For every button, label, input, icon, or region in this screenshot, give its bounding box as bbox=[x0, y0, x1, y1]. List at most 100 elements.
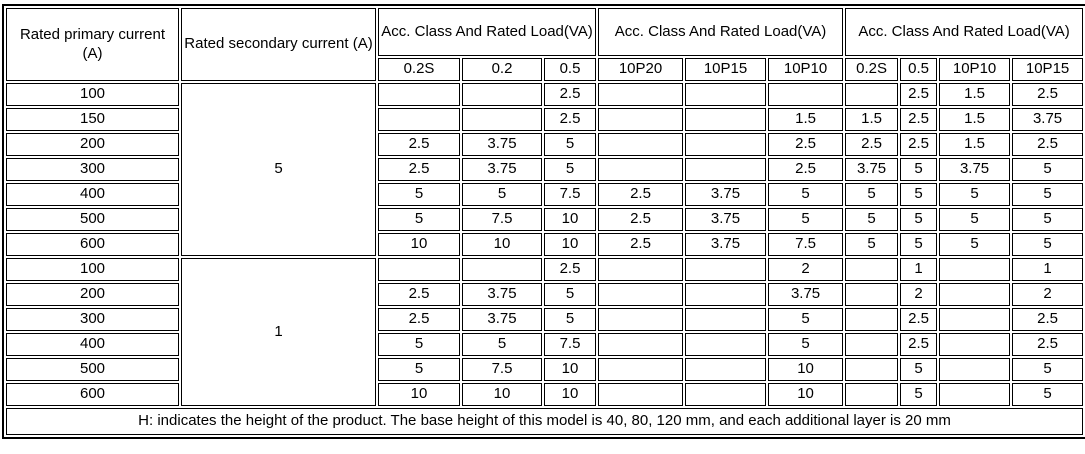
load-value-cell: 5 bbox=[900, 233, 938, 256]
load-value-cell: 2.5 bbox=[378, 308, 460, 331]
load-value-cell: 2.5 bbox=[900, 333, 938, 356]
load-value-cell: 10 bbox=[768, 383, 844, 406]
load-value-cell: 5 bbox=[768, 208, 844, 231]
table-row: 500 5 7.5 10 2.5 3.75 5 5 5 5 5 bbox=[6, 208, 1084, 231]
primary-current-cell: 100 bbox=[6, 83, 179, 106]
load-value-cell bbox=[845, 358, 899, 381]
load-value-cell: 2.5 bbox=[598, 208, 684, 231]
load-value-cell: 5 bbox=[378, 208, 460, 231]
load-value-cell bbox=[845, 83, 899, 106]
load-value-cell: 5 bbox=[378, 358, 460, 381]
load-value-cell: 2.5 bbox=[378, 283, 460, 306]
load-value-cell: 5 bbox=[1012, 158, 1084, 181]
table-row: 300 2.5 3.75 5 5 2.5 2.5 bbox=[6, 308, 1084, 331]
load-value-cell: 5 bbox=[768, 333, 844, 356]
acc-class-group-3-header: Acc. Class And Rated Load(VA) bbox=[845, 8, 1084, 56]
load-value-cell: 5 bbox=[900, 208, 938, 231]
load-value-cell bbox=[845, 333, 899, 356]
table-row: 400 5 5 7.5 2.5 3.75 5 5 5 5 5 bbox=[6, 183, 1084, 206]
load-value-cell bbox=[845, 258, 899, 281]
footer-note: H: indicates the height of the product. … bbox=[6, 408, 1084, 435]
load-value-cell: 3.75 bbox=[768, 283, 844, 306]
load-value-cell: 1.5 bbox=[939, 108, 1011, 131]
secondary-current-header: Rated secondary current (A) bbox=[181, 8, 376, 81]
table-row: 600 10 10 10 10 5 5 bbox=[6, 383, 1084, 406]
load-value-cell bbox=[685, 283, 767, 306]
load-value-cell: 5 bbox=[462, 333, 542, 356]
load-value-cell: 3.75 bbox=[462, 308, 542, 331]
class-col-header: 10P20 bbox=[598, 58, 684, 81]
load-value-cell: 2.5 bbox=[378, 133, 460, 156]
load-value-cell bbox=[378, 258, 460, 281]
acc-class-group-1-header: Acc. Class And Rated Load(VA) bbox=[378, 8, 597, 56]
load-value-cell: 3.75 bbox=[939, 158, 1011, 181]
class-col-header: 10P15 bbox=[1012, 58, 1084, 81]
load-value-cell: 7.5 bbox=[768, 233, 844, 256]
acc-class-group-2-header: Acc. Class And Rated Load(VA) bbox=[598, 8, 844, 56]
table-row: 100 1 2.5 2 1 1 bbox=[6, 258, 1084, 406]
load-value-cell: 10 bbox=[462, 383, 542, 406]
load-value-cell: 5 bbox=[378, 333, 460, 356]
load-value-cell bbox=[598, 258, 684, 281]
load-value-cell: 2.5 bbox=[845, 133, 899, 156]
load-value-cell: 10 bbox=[378, 233, 460, 256]
load-value-cell bbox=[939, 308, 1011, 331]
primary-current-cell: 300 bbox=[6, 308, 179, 331]
load-value-cell: 5 bbox=[378, 183, 460, 206]
load-value-cell bbox=[939, 258, 1011, 281]
load-value-cell: 7.5 bbox=[544, 333, 597, 356]
load-value-cell: 5 bbox=[900, 183, 938, 206]
primary-current-cell: 500 bbox=[6, 358, 179, 381]
footer-note-row: H: indicates the height of the product. … bbox=[6, 408, 1084, 435]
load-value-cell bbox=[685, 333, 767, 356]
load-value-cell: 2.5 bbox=[768, 158, 844, 181]
load-value-cell bbox=[598, 133, 684, 156]
load-value-cell: 2.5 bbox=[544, 83, 597, 106]
load-value-cell: 5 bbox=[544, 283, 597, 306]
load-value-cell bbox=[685, 358, 767, 381]
load-value-cell bbox=[939, 333, 1011, 356]
secondary-current-cell: 1 bbox=[181, 258, 376, 406]
load-value-cell: 5 bbox=[1012, 183, 1084, 206]
table-footer: H: indicates the height of the product. … bbox=[6, 408, 1084, 435]
table-row: 100 5 2.5 2.5 1.5 2.5 bbox=[6, 83, 1084, 256]
load-value-cell bbox=[685, 258, 767, 281]
current-transformer-rating-table: Rated primary current (A) Rated secondar… bbox=[2, 4, 1085, 439]
table-row: 150 2.5 1.5 1.5 2.5 1.5 3.75 bbox=[6, 108, 1084, 131]
class-col-header: 0.2S bbox=[845, 58, 899, 81]
load-value-cell: 5 bbox=[939, 233, 1011, 256]
load-value-cell bbox=[598, 308, 684, 331]
load-value-cell: 5 bbox=[900, 358, 938, 381]
load-value-cell: 2.5 bbox=[598, 233, 684, 256]
load-value-cell bbox=[378, 108, 460, 131]
load-value-cell: 5 bbox=[845, 233, 899, 256]
primary-current-cell: 150 bbox=[6, 108, 179, 131]
load-value-cell: 2 bbox=[1012, 283, 1084, 306]
load-value-cell: 2.5 bbox=[1012, 333, 1084, 356]
header-row-classes: 0.2S 0.2 0.5 10P20 10P15 10P10 0.2S 0.5 … bbox=[6, 58, 1084, 81]
load-value-cell bbox=[845, 283, 899, 306]
load-value-cell: 2.5 bbox=[544, 108, 597, 131]
load-value-cell: 1 bbox=[900, 258, 938, 281]
load-value-cell: 2.5 bbox=[1012, 83, 1084, 106]
load-value-cell bbox=[598, 158, 684, 181]
load-value-cell bbox=[685, 133, 767, 156]
load-value-cell: 10 bbox=[378, 383, 460, 406]
load-value-cell bbox=[598, 383, 684, 406]
load-value-cell: 2.5 bbox=[598, 183, 684, 206]
load-value-cell bbox=[685, 158, 767, 181]
load-value-cell: 5 bbox=[845, 183, 899, 206]
load-value-cell: 5 bbox=[1012, 208, 1084, 231]
load-value-cell: 2 bbox=[768, 258, 844, 281]
load-value-cell bbox=[462, 258, 542, 281]
header-row-groups: Rated primary current (A) Rated secondar… bbox=[6, 8, 1084, 81]
load-value-cell: 5 bbox=[900, 383, 938, 406]
primary-current-cell: 400 bbox=[6, 333, 179, 356]
primary-current-cell: 400 bbox=[6, 183, 179, 206]
table-body: 100 5 2.5 2.5 1.5 2.5 150 2.5 1.5 1.5 2.5 1.5 3.75 20… bbox=[6, 83, 1084, 406]
load-value-cell: 5 bbox=[544, 133, 597, 156]
load-value-cell: 7.5 bbox=[462, 208, 542, 231]
load-value-cell bbox=[598, 283, 684, 306]
table-row: 200 2.5 3.75 5 2.5 2.5 2.5 1.5 2.5 bbox=[6, 133, 1084, 156]
